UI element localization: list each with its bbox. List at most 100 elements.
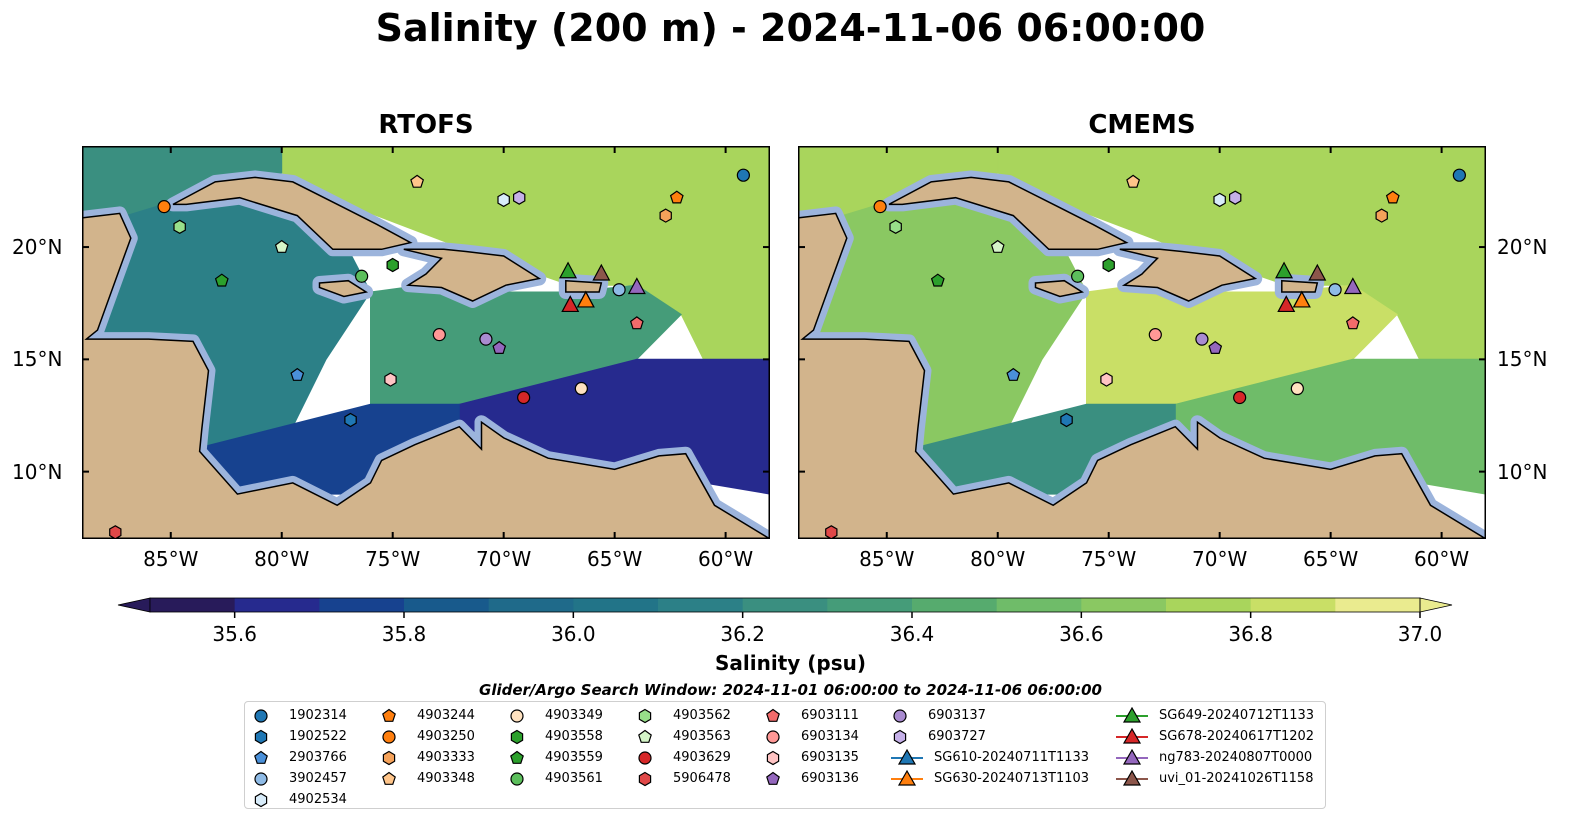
land-mass xyxy=(1119,248,1258,302)
colorbar-segment xyxy=(742,598,828,612)
legend-label: 4903629 xyxy=(673,750,731,765)
legend: 1902314 1902522 2903766 3902457 4902534 49032… xyxy=(244,701,1326,809)
x-tick-label: 60°W xyxy=(1413,547,1470,571)
obs-marker-6903111 xyxy=(629,316,644,330)
obs-marker-4903250 xyxy=(873,200,887,214)
obs-marker-ng783-20240807T0000 xyxy=(1343,277,1362,295)
legend-label: 4903244 xyxy=(417,708,475,723)
x-tick-label: 85°W xyxy=(143,547,199,571)
obs-marker-6903135 xyxy=(1100,372,1113,387)
colorbar-segment xyxy=(996,598,1082,612)
map-frame xyxy=(82,146,770,539)
search-window-text: Glider/Argo Search Window: 2024-11-01 06… xyxy=(479,681,1102,699)
obs-marker-SG649-20240712T1133 xyxy=(559,261,578,279)
legend-label: 5906478 xyxy=(673,771,731,786)
obs-marker-4903333 xyxy=(1375,208,1388,223)
legend-marker xyxy=(1116,770,1148,786)
obs-marker-5906478 xyxy=(109,525,122,539)
obs-marker-4903348 xyxy=(410,174,425,188)
obs-marker-uvi_01-20241026T1158 xyxy=(592,263,611,281)
land-mass xyxy=(798,212,1486,539)
legend-marker xyxy=(638,771,652,787)
land-mass xyxy=(888,176,1129,251)
x-tick-label: 75°W xyxy=(365,547,421,571)
obs-marker-4903563 xyxy=(274,239,289,253)
obs-marker-4903558 xyxy=(386,257,399,273)
obs-marker-4903244 xyxy=(1385,190,1400,204)
legend-label: 4903563 xyxy=(673,729,731,744)
legend-marker xyxy=(510,772,524,786)
legend-label: 6903135 xyxy=(801,750,859,765)
obs-marker-2903766 xyxy=(1006,367,1021,381)
legend-marker xyxy=(254,709,268,723)
obs-marker-ng783-20240807T0000 xyxy=(627,277,646,295)
colorbar-title: Salinity (psu) xyxy=(714,651,866,675)
colorbar-segment xyxy=(1335,598,1421,612)
x-tick-label: 75°W xyxy=(1081,547,1137,571)
legend-label: 4903349 xyxy=(545,708,603,723)
colorbar-outline xyxy=(149,597,1421,613)
legend-marker xyxy=(1116,749,1148,765)
obs-marker-uvi_01-20241026T1158 xyxy=(1308,263,1327,281)
land-mass xyxy=(1034,279,1085,298)
obs-marker-6903136 xyxy=(1208,340,1223,354)
obs-marker-6903135 xyxy=(384,372,397,387)
legend-marker xyxy=(382,750,396,766)
y-tick-label-right: 20°N xyxy=(1497,235,1548,260)
obs-marker-4903559 xyxy=(930,273,945,287)
obs-marker-4903250 xyxy=(157,200,171,214)
x-tick-label: 80°W xyxy=(254,547,310,571)
obs-marker-4903563 xyxy=(990,239,1005,253)
obs-marker-SG678-20240617T1202 xyxy=(561,295,580,313)
legend-label: SG630-20240713T1103 xyxy=(934,771,1090,786)
colorbar-segment xyxy=(404,598,490,612)
obs-marker-4903349 xyxy=(1290,381,1304,396)
legend-marker xyxy=(254,729,268,745)
colorbar-tick-label: 36.6 xyxy=(1059,622,1104,646)
obs-marker-4903349 xyxy=(574,381,588,396)
obs-marker-1902314 xyxy=(1452,168,1466,182)
legend-label: 4903333 xyxy=(417,750,475,765)
obs-marker-3902457 xyxy=(612,283,626,297)
y-tick-label-right: 15°N xyxy=(1497,347,1548,372)
obs-marker-5906478 xyxy=(825,525,838,539)
obs-marker-3902457 xyxy=(1328,283,1342,297)
obs-marker-SG630-20240713T1103 xyxy=(1292,290,1311,308)
obs-marker-1902522 xyxy=(1060,412,1073,428)
colorbar-segment xyxy=(658,598,744,612)
legend-label: 4903562 xyxy=(673,708,731,723)
obs-marker-4903333 xyxy=(659,208,672,223)
colorbar-segment xyxy=(573,598,659,612)
land-mass xyxy=(82,212,770,539)
legend-label: SG649-20240712T1133 xyxy=(1159,708,1315,723)
obs-marker-6903111 xyxy=(1345,316,1360,330)
legend-label: uvi_01-20241026T1158 xyxy=(1159,771,1314,786)
colorbar-tick-label: 36.4 xyxy=(889,622,935,646)
obs-marker-6903134 xyxy=(1148,328,1162,342)
legend-label: 4903250 xyxy=(417,729,475,744)
legend-label: 4903559 xyxy=(545,750,603,765)
obs-marker-4903559 xyxy=(214,273,229,287)
legend-label: 6903136 xyxy=(801,771,859,786)
obs-marker-SG678-20240617T1202 xyxy=(1277,295,1296,313)
legend-marker xyxy=(638,708,652,724)
obs-marker-6903727 xyxy=(1229,190,1242,205)
legend-marker xyxy=(893,729,907,745)
colorbar-segment xyxy=(827,598,913,612)
colorbar-tick-label: 37.0 xyxy=(1397,622,1443,646)
land-mass xyxy=(565,279,603,293)
legend-marker xyxy=(891,770,923,786)
legend-label: SG610-20240711T1133 xyxy=(934,750,1090,765)
colorbar-tick-label: 36.8 xyxy=(1228,622,1273,646)
x-tick-label: 80°W xyxy=(970,547,1026,571)
panel-title-rtofs: RTOFS xyxy=(378,110,474,140)
obs-marker-4903561 xyxy=(1071,269,1085,283)
x-tick-label: 85°W xyxy=(859,547,915,571)
obs-marker-1902314 xyxy=(736,168,750,182)
legend-label: 6903137 xyxy=(928,708,986,723)
legend-marker xyxy=(382,708,396,722)
colorbar-segment xyxy=(488,598,574,612)
legend-label: ng783-20240807T0000 xyxy=(1159,750,1313,765)
colorbar-segment xyxy=(319,598,405,612)
legend-marker xyxy=(1116,707,1148,723)
